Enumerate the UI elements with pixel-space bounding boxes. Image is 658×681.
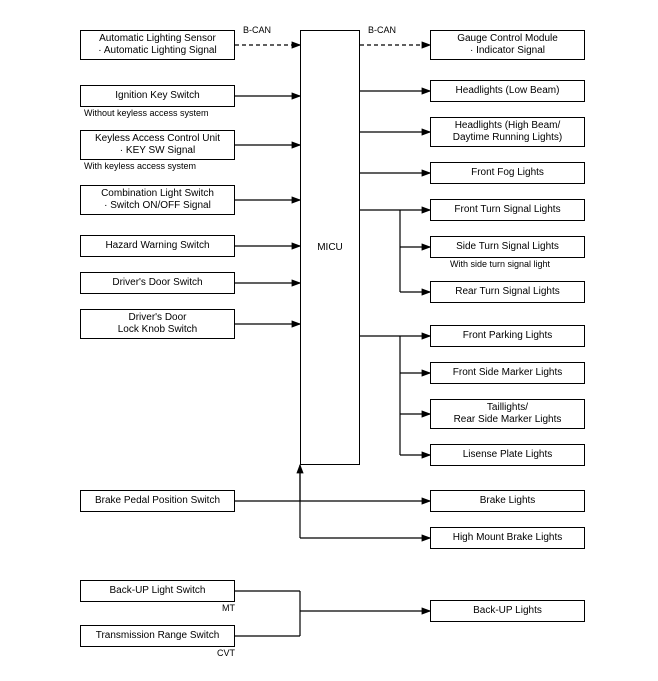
keyless-access-note: With keyless access system — [84, 161, 196, 172]
combination-switch-label: · Switch ON/OFF Signal — [104, 200, 211, 212]
keyless-access-label: · KEY SW Signal — [120, 145, 195, 157]
hazard-switch-box: Hazard Warning Switch — [80, 235, 235, 257]
trans-range-label: Transmission Range Switch — [96, 630, 220, 642]
trans-range-note: CVT — [217, 648, 235, 659]
driver-door-lock-label: Driver's Door — [128, 312, 186, 324]
brake-lights-box: Brake Lights — [430, 490, 585, 512]
svg-text:B-CAN: B-CAN — [368, 25, 396, 35]
ignition-key-label: Ignition Key Switch — [115, 90, 200, 102]
combination-switch-label: Combination Light Switch — [101, 188, 214, 200]
combination-switch-box: Combination Light Switch· Switch ON/OFF … — [80, 185, 235, 215]
auto-lighting-box: Automatic Lighting Sensor· Automatic Lig… — [80, 30, 235, 60]
driver-door-lock-label: Lock Knob Switch — [118, 324, 198, 336]
side-turn-note: With side turn signal light — [450, 259, 550, 270]
headlights-low-label: Headlights (Low Beam) — [456, 85, 560, 97]
front-side-marker-box: Front Side Marker Lights — [430, 362, 585, 384]
gauge-module-label: · Indicator Signal — [470, 45, 545, 57]
license-plate-label: Lisense Plate Lights — [463, 449, 553, 461]
rear-turn-label: Rear Turn Signal Lights — [455, 286, 560, 298]
trans-range-box: Transmission Range Switch — [80, 625, 235, 647]
brake-pedal-box: Brake Pedal Position Switch — [80, 490, 235, 512]
headlights-high-label: Headlights (High Beam/ — [455, 120, 561, 132]
front-side-marker-label: Front Side Marker Lights — [453, 367, 563, 379]
headlights-high-box: Headlights (High Beam/Daytime Running Li… — [430, 117, 585, 147]
front-parking-label: Front Parking Lights — [463, 330, 553, 342]
backup-lights-box: Back-UP Lights — [430, 600, 585, 622]
front-fog-box: Front Fog Lights — [430, 162, 585, 184]
front-parking-box: Front Parking Lights — [430, 325, 585, 347]
brake-pedal-label: Brake Pedal Position Switch — [95, 495, 220, 507]
front-turn-box: Front Turn Signal Lights — [430, 199, 585, 221]
svg-text:B-CAN: B-CAN — [243, 25, 271, 35]
headlights-low-box: Headlights (Low Beam) — [430, 80, 585, 102]
driver-door-lock-box: Driver's DoorLock Knob Switch — [80, 309, 235, 339]
backup-sw-box: Back-UP Light Switch — [80, 580, 235, 602]
taillights-box: Taillights/Rear Side Marker Lights — [430, 399, 585, 429]
hazard-switch-label: Hazard Warning Switch — [105, 240, 209, 252]
ignition-key-box: Ignition Key Switch — [80, 85, 235, 107]
micu-box: MICU — [300, 30, 360, 465]
rear-turn-box: Rear Turn Signal Lights — [430, 281, 585, 303]
backup-sw-label: Back-UP Light Switch — [110, 585, 206, 597]
taillights-label: Taillights/ — [487, 402, 528, 414]
high-mount-label: High Mount Brake Lights — [453, 532, 563, 544]
backup-lights-label: Back-UP Lights — [473, 605, 542, 617]
front-fog-label: Front Fog Lights — [471, 167, 544, 179]
ignition-key-note: Without keyless access system — [84, 108, 209, 119]
headlights-high-label: Daytime Running Lights) — [453, 132, 563, 144]
side-turn-box: Side Turn Signal Lights — [430, 236, 585, 258]
keyless-access-box: Keyless Access Control Unit· KEY SW Sign… — [80, 130, 235, 160]
taillights-label: Rear Side Marker Lights — [454, 414, 562, 426]
micu-label: MICU — [317, 242, 343, 253]
side-turn-label: Side Turn Signal Lights — [456, 241, 559, 253]
high-mount-box: High Mount Brake Lights — [430, 527, 585, 549]
front-turn-label: Front Turn Signal Lights — [454, 204, 560, 216]
gauge-module-label: Gauge Control Module — [457, 33, 558, 45]
brake-lights-label: Brake Lights — [480, 495, 536, 507]
auto-lighting-label: · Automatic Lighting Signal — [98, 45, 216, 57]
license-plate-box: Lisense Plate Lights — [430, 444, 585, 466]
keyless-access-label: Keyless Access Control Unit — [95, 133, 220, 145]
backup-sw-note: MT — [222, 603, 235, 614]
auto-lighting-label: Automatic Lighting Sensor — [99, 33, 216, 45]
driver-door-switch-box: Driver's Door Switch — [80, 272, 235, 294]
driver-door-switch-label: Driver's Door Switch — [112, 277, 202, 289]
gauge-module-box: Gauge Control Module· Indicator Signal — [430, 30, 585, 60]
